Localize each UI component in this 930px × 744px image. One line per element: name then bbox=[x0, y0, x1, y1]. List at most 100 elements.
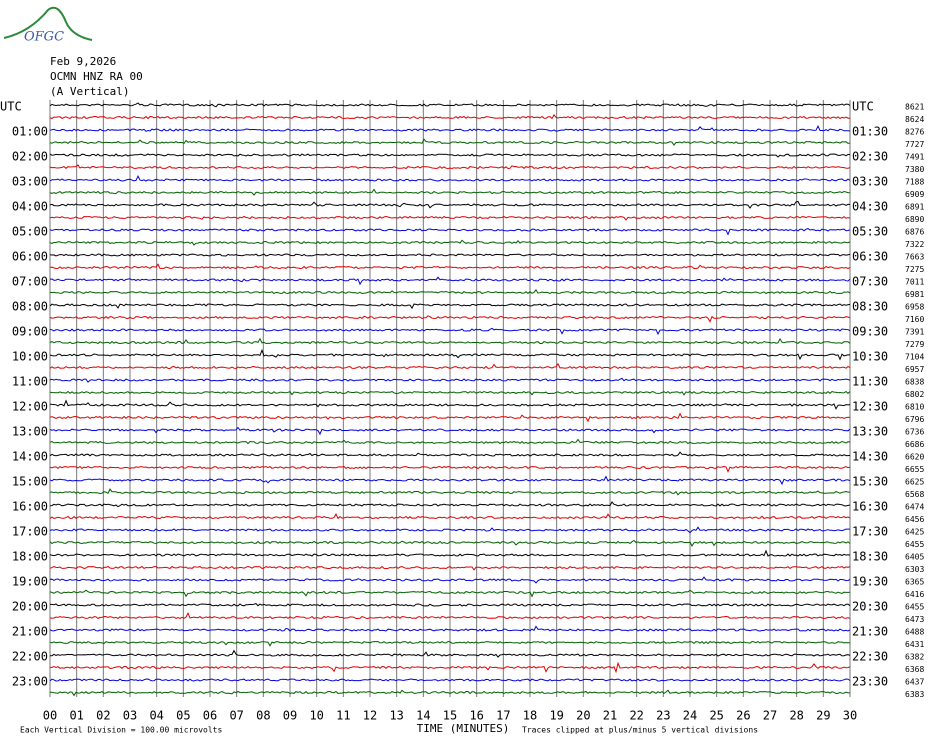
hour-label: 22:00 bbox=[12, 650, 48, 664]
trace bbox=[49, 399, 851, 410]
trace bbox=[49, 377, 851, 383]
trace-level: 6456 bbox=[905, 515, 924, 524]
x-tick-label: 16 bbox=[469, 709, 483, 723]
trace-level: 7322 bbox=[905, 240, 924, 249]
hour-label: 20:00 bbox=[12, 600, 48, 614]
trace bbox=[49, 451, 851, 457]
component: (A Vertical) bbox=[50, 85, 129, 98]
trace-level: 6382 bbox=[905, 653, 924, 662]
half-hour-label: 05:30 bbox=[852, 225, 888, 239]
half-hour-label: 14:30 bbox=[852, 450, 888, 464]
date: Feb 9,2026 bbox=[50, 55, 116, 68]
trace bbox=[49, 239, 851, 246]
trace-level: 6802 bbox=[905, 390, 924, 399]
half-hour-label: 18:30 bbox=[852, 550, 888, 564]
trace bbox=[50, 603, 851, 607]
trace bbox=[49, 513, 851, 520]
hour-label: 09:00 bbox=[12, 325, 48, 339]
trace-level: 6686 bbox=[905, 440, 924, 449]
x-tick-label: 01 bbox=[69, 709, 83, 723]
x-axis-label: TIME (MINUTES) bbox=[417, 722, 510, 735]
trace bbox=[49, 253, 851, 257]
hour-label: 11:00 bbox=[12, 375, 48, 389]
half-hour-label: 06:30 bbox=[852, 250, 888, 264]
trace bbox=[49, 362, 851, 370]
trace-level: 6568 bbox=[905, 490, 924, 499]
hour-label: 01:00 bbox=[12, 125, 48, 139]
trace bbox=[49, 327, 851, 336]
station: OCMN HNZ RA 00 bbox=[50, 70, 143, 83]
trace-level: 7275 bbox=[905, 265, 924, 274]
trace-level: 8621 bbox=[905, 103, 924, 112]
trace-level: 7727 bbox=[905, 140, 924, 149]
hour-label: UTC bbox=[0, 100, 22, 114]
trace-level: 8276 bbox=[905, 128, 924, 137]
hour-label: 21:00 bbox=[12, 625, 48, 639]
hour-label: 13:00 bbox=[12, 425, 48, 439]
x-tick-label: 12 bbox=[363, 709, 377, 723]
trace bbox=[49, 661, 851, 674]
hour-label: 23:00 bbox=[12, 675, 48, 689]
x-tick-label: 02 bbox=[96, 709, 110, 723]
trace-level: 6891 bbox=[905, 203, 924, 212]
hour-label: 17:00 bbox=[12, 525, 48, 539]
x-tick-label: 06 bbox=[203, 709, 217, 723]
half-hour-label: 15:30 bbox=[852, 475, 888, 489]
hour-label: 02:00 bbox=[12, 150, 48, 164]
trace bbox=[49, 576, 851, 584]
x-tick-label: 11 bbox=[336, 709, 350, 723]
half-hour-label: 11:30 bbox=[852, 375, 888, 389]
clip-note: Traces clipped at plus/minus 5 vertical … bbox=[522, 726, 758, 735]
x-tick-label: 03 bbox=[123, 709, 137, 723]
trace-level: 7380 bbox=[905, 165, 924, 174]
scale-note: Each Vertical Division = 100.00 microvol… bbox=[20, 726, 222, 735]
trace-level: 7011 bbox=[905, 278, 924, 287]
trace-level: 6957 bbox=[905, 365, 924, 374]
trace-level: 6810 bbox=[905, 403, 924, 412]
trace bbox=[49, 188, 851, 196]
trace-level: 6958 bbox=[905, 303, 924, 312]
half-hour-label: 19:30 bbox=[852, 575, 888, 589]
trace bbox=[49, 625, 851, 632]
trace-level: 8624 bbox=[905, 115, 924, 124]
half-hour-label: 09:30 bbox=[852, 325, 888, 339]
half-hour-label: 22:30 bbox=[852, 650, 888, 664]
x-tick-label: 21 bbox=[603, 709, 617, 723]
x-tick-label: 04 bbox=[149, 709, 163, 723]
hour-label: 19:00 bbox=[12, 575, 48, 589]
trace-level: 6425 bbox=[905, 528, 924, 537]
half-hour-label: 07:30 bbox=[852, 275, 888, 289]
trace bbox=[49, 565, 851, 571]
trace bbox=[49, 549, 851, 557]
x-tick-label: 13 bbox=[389, 709, 403, 723]
half-hour-label: 16:30 bbox=[852, 500, 888, 514]
x-tick-label: 19 bbox=[549, 709, 563, 723]
trace bbox=[49, 215, 851, 221]
hour-label: 16:00 bbox=[12, 500, 48, 514]
trace-level: 6405 bbox=[905, 553, 924, 562]
half-hour-label: 04:30 bbox=[852, 200, 888, 214]
trace bbox=[50, 649, 851, 658]
trace bbox=[49, 263, 851, 270]
trace bbox=[49, 315, 851, 323]
x-tick-label: 08 bbox=[256, 709, 270, 723]
trace bbox=[49, 612, 851, 620]
x-tick-label: 25 bbox=[709, 709, 723, 723]
hour-label: 04:00 bbox=[12, 200, 48, 214]
trace bbox=[49, 138, 851, 146]
trace-level: 6736 bbox=[905, 428, 924, 437]
trace bbox=[49, 276, 851, 286]
trace-level: 6981 bbox=[905, 290, 924, 299]
trace-level: 6455 bbox=[905, 540, 924, 549]
hour-label: 15:00 bbox=[12, 475, 48, 489]
trace bbox=[49, 289, 851, 295]
trace bbox=[49, 164, 851, 170]
hour-label: 08:00 bbox=[12, 300, 48, 314]
trace-level: 7491 bbox=[905, 153, 924, 162]
trace bbox=[49, 640, 851, 647]
trace bbox=[49, 200, 851, 209]
half-hour-label: 08:30 bbox=[852, 300, 888, 314]
trace bbox=[49, 102, 851, 108]
half-hour-label: 13:30 bbox=[852, 425, 888, 439]
